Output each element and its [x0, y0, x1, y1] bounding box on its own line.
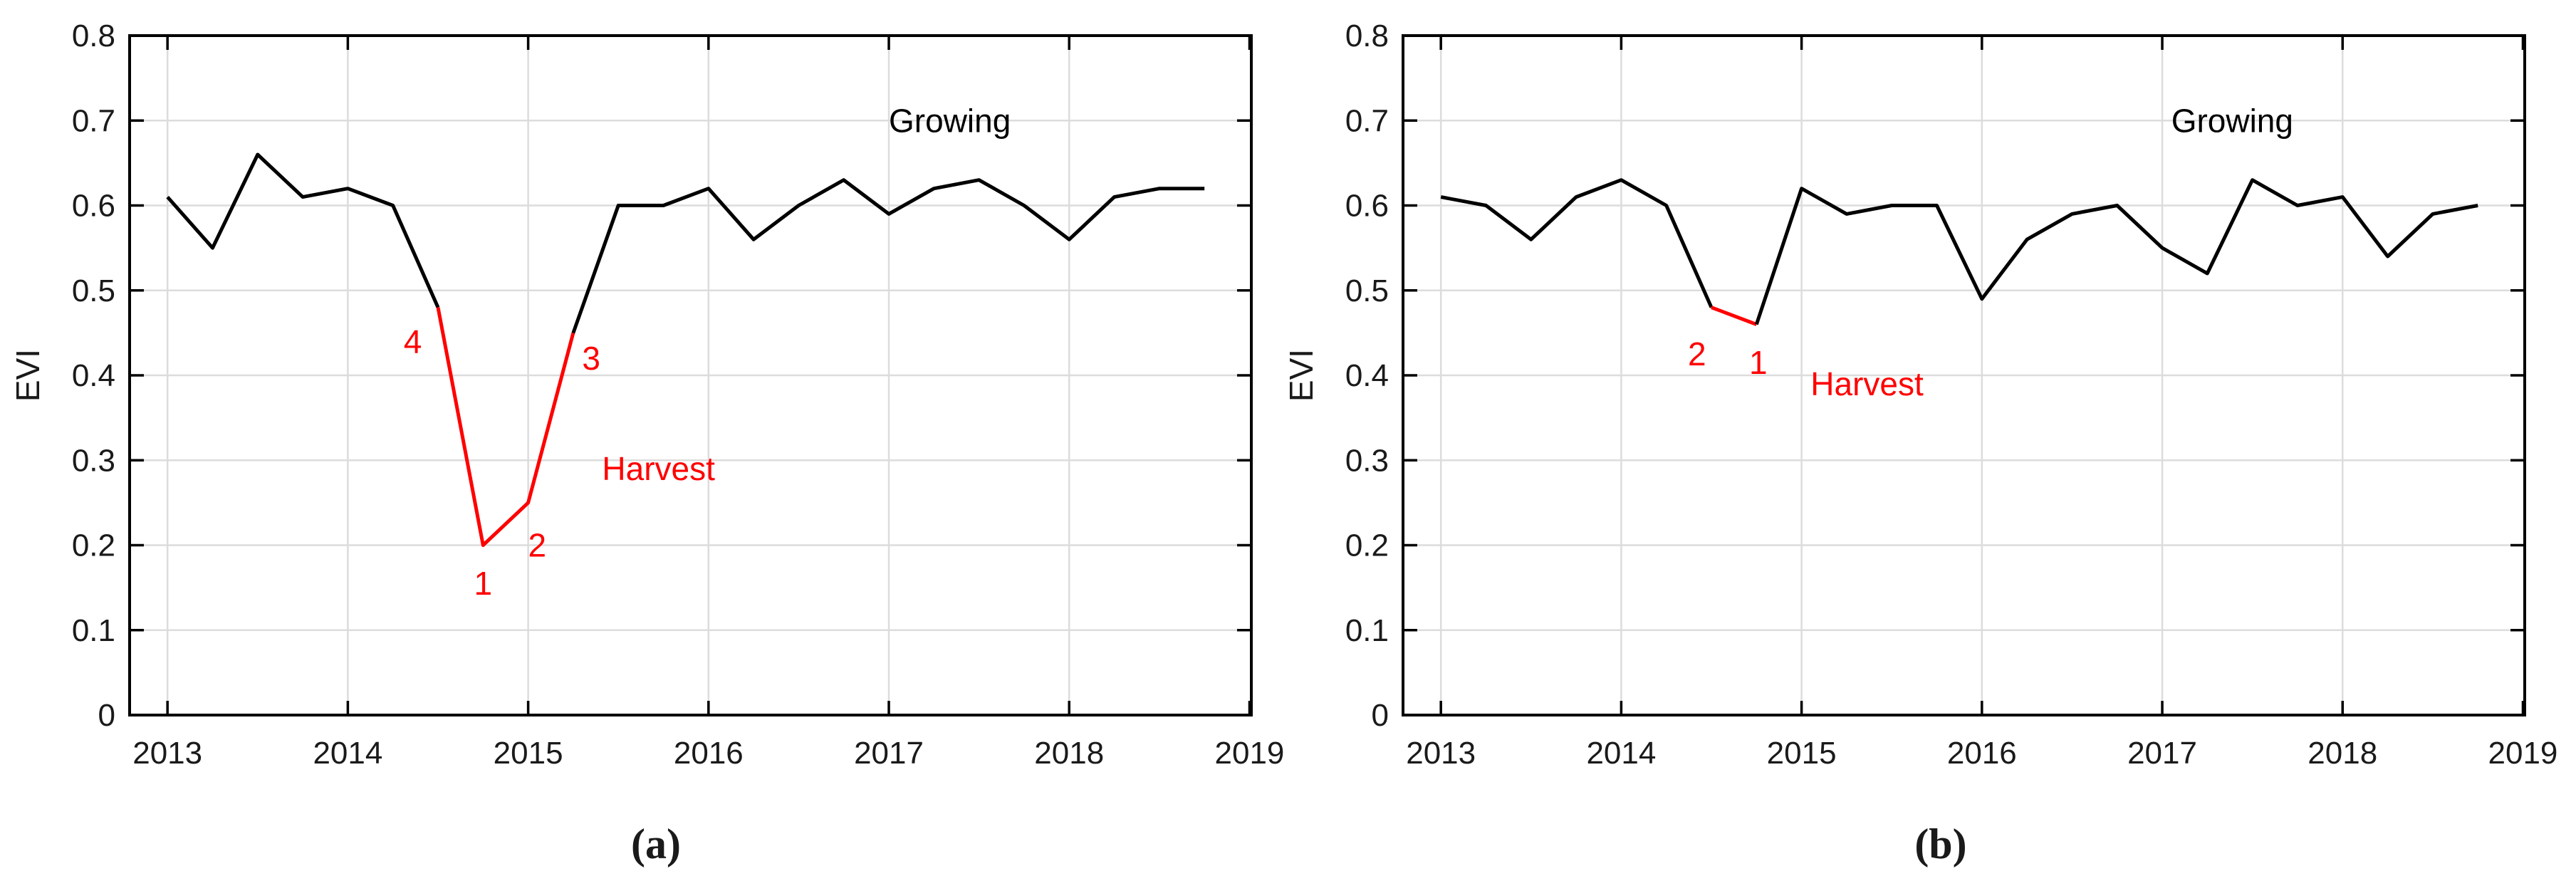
annotation-2: 2 [528, 527, 546, 564]
y-axis-tick-label: 0.7 [72, 103, 115, 138]
annotation-harvest: Harvest [1810, 365, 1924, 402]
y-axis-tick-label: 0.5 [72, 273, 115, 308]
x-axis-tick-label: 2013 [132, 736, 202, 771]
chart-b: 2013 2014 2015 2016 2017 2018 2019 0 0.1 0.2 0.3 0.… [1283, 19, 2557, 867]
y-axis-tick-label: 0.6 [72, 189, 115, 224]
x-axis-tick-label: 2019 [2488, 736, 2558, 771]
x-axis-tick-label: 2019 [1215, 736, 1285, 771]
annotation-harvest: Harvest [602, 450, 715, 487]
evi-line-growing-left [1440, 178, 1714, 308]
x-axis-tick-label: 2013 [1406, 736, 1476, 771]
y-axis-tick-label: 0.4 [1345, 358, 1389, 393]
y-axis-tick-label: 0.1 [1345, 613, 1389, 648]
annotation-4: 4 [404, 323, 422, 360]
chart-a: 2013 2014 2015 2016 2017 2018 2019 0 0.1 0.2 0.3 0.… [9, 19, 1284, 867]
y-axis-tick-label: 0.1 [72, 613, 115, 648]
y-axis-tick-label: 0 [1372, 698, 1389, 733]
x-axis-tick-label: 2014 [1586, 736, 1656, 771]
x-axis-tick-label: 2017 [2127, 736, 2197, 771]
y-axis-tick-label: 0.5 [1345, 273, 1389, 308]
evi-line-growing-right [571, 178, 1205, 334]
y-axis-title: EVI [1283, 349, 1320, 402]
annotation-2: 2 [1688, 335, 1706, 372]
x-axis-tick-label: 2016 [1947, 736, 2017, 771]
x-axis-tick-label: 2015 [494, 736, 563, 771]
y-axis-tick-label: 0.2 [72, 528, 115, 563]
y-axis-tick-label: 0.7 [1345, 103, 1389, 138]
annotation-1: 1 [1749, 344, 1768, 381]
y-axis-tick-label: 0.6 [1345, 189, 1389, 224]
y-axis-tick-label: 0.2 [1345, 528, 1389, 563]
evi-line-growing-left [166, 152, 440, 308]
evi-line-harvest-segment [436, 307, 575, 547]
x-axis-tick-label: 2018 [2308, 736, 2377, 771]
y-axis-tick-label: 0 [98, 698, 115, 733]
y-axis-tick-label: 0.4 [72, 358, 115, 393]
x-axis-tick-label: 2017 [854, 736, 924, 771]
x-axis-tick-label: 2018 [1034, 736, 1104, 771]
subplot-caption-a: (a) [631, 820, 681, 867]
annotation-growing: Growing [2171, 102, 2293, 139]
x-axis-tick-label: 2016 [674, 736, 744, 771]
y-axis-title: EVI [9, 349, 46, 402]
x-axis-tick-label: 2015 [1767, 736, 1837, 771]
evi-line-growing-right [1754, 178, 2478, 325]
y-axis-tick-label: 0.3 [1345, 443, 1389, 478]
annotation-3: 3 [582, 340, 600, 377]
x-axis-tick-label: 2014 [313, 736, 382, 771]
subplot-caption-b: (b) [1914, 820, 1966, 867]
annotation-growing: Growing [889, 102, 1011, 139]
y-axis-tick-label: 0.8 [72, 19, 115, 53]
annotation-1: 1 [474, 565, 493, 602]
y-axis-tick-label: 0.8 [1345, 19, 1389, 53]
y-axis-tick-label: 0.3 [72, 443, 115, 478]
evi-line-harvest-segment [1711, 306, 1758, 326]
